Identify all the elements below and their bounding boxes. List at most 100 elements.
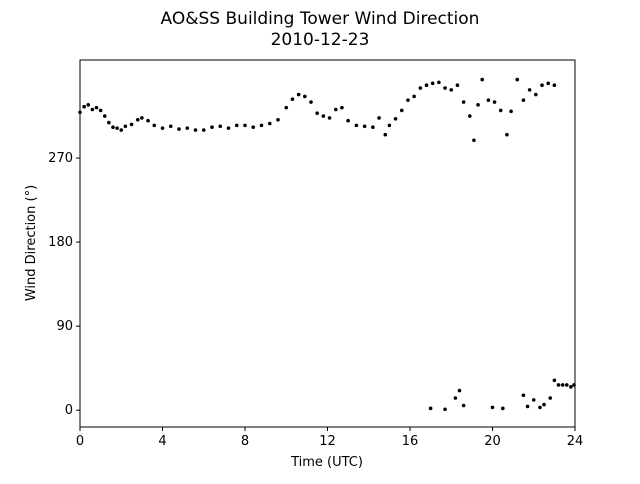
data-point bbox=[461, 403, 466, 408]
data-point bbox=[534, 92, 538, 97]
x-tick-label: 24 bbox=[567, 434, 584, 449]
data-point bbox=[455, 83, 460, 88]
x-tick-label: 16 bbox=[402, 434, 419, 449]
data-point bbox=[486, 98, 491, 102]
y-tick-label: 270 bbox=[48, 151, 73, 166]
data-point bbox=[552, 378, 557, 383]
data-point bbox=[437, 80, 441, 85]
data-point bbox=[531, 398, 536, 402]
data-point bbox=[354, 123, 359, 128]
data-point bbox=[218, 124, 223, 129]
x-axis-label: Time (UTC) bbox=[290, 455, 363, 470]
data-point bbox=[267, 121, 272, 126]
data-point bbox=[492, 100, 497, 104]
data-point bbox=[449, 88, 454, 92]
data-point bbox=[90, 107, 95, 112]
data-point bbox=[321, 114, 326, 118]
data-point bbox=[234, 123, 239, 128]
data-point bbox=[123, 124, 128, 129]
chart-title: AO&SS Building Tower Wind Direction bbox=[161, 9, 480, 29]
x-tick-label: 8 bbox=[241, 434, 249, 449]
data-point bbox=[160, 126, 165, 130]
data-point bbox=[377, 116, 381, 120]
data-point bbox=[129, 122, 134, 127]
data-point bbox=[509, 109, 513, 114]
data-point bbox=[303, 94, 307, 99]
data-point bbox=[251, 125, 256, 130]
data-point bbox=[201, 128, 206, 132]
data-point bbox=[226, 126, 231, 130]
data-point bbox=[168, 124, 173, 129]
data-point bbox=[424, 83, 429, 88]
data-point bbox=[412, 94, 416, 99]
data-point bbox=[457, 388, 462, 393]
data-point bbox=[333, 107, 338, 112]
data-point bbox=[525, 404, 530, 409]
data-point bbox=[346, 118, 350, 123]
x-tick-label: 20 bbox=[484, 434, 501, 449]
y-axis-label: Wind Direction (°) bbox=[24, 185, 39, 301]
data-point bbox=[569, 385, 573, 389]
data-point bbox=[556, 383, 561, 387]
x-tick-label: 4 bbox=[158, 434, 166, 449]
data-point bbox=[564, 383, 569, 387]
data-point bbox=[399, 108, 404, 113]
data-point bbox=[177, 127, 181, 131]
data-point bbox=[476, 103, 480, 107]
y-tick-label: 90 bbox=[56, 319, 73, 334]
data-point bbox=[546, 81, 550, 86]
data-point bbox=[540, 83, 544, 88]
data-point bbox=[548, 396, 553, 400]
data-point bbox=[498, 108, 503, 113]
data-point bbox=[472, 138, 476, 143]
data-point bbox=[430, 81, 435, 86]
data-point bbox=[393, 117, 398, 121]
data-point bbox=[468, 114, 472, 118]
data-point bbox=[119, 128, 124, 132]
data-point bbox=[521, 393, 526, 398]
data-point bbox=[243, 123, 247, 128]
data-point bbox=[527, 88, 532, 92]
data-point bbox=[371, 125, 375, 130]
data-point bbox=[501, 406, 505, 411]
data-point bbox=[406, 98, 410, 102]
data-point bbox=[290, 97, 295, 102]
data-point bbox=[383, 132, 388, 137]
data-point bbox=[490, 405, 495, 410]
data-point bbox=[210, 125, 214, 130]
data-point bbox=[98, 108, 103, 113]
data-point bbox=[515, 77, 520, 82]
data-point bbox=[552, 83, 557, 88]
data-point bbox=[387, 123, 392, 128]
data-point bbox=[185, 126, 190, 130]
data-point bbox=[193, 128, 198, 132]
data-point bbox=[276, 117, 280, 122]
data-point bbox=[560, 383, 565, 387]
data-point bbox=[309, 100, 313, 104]
data-point bbox=[115, 126, 119, 130]
data-point bbox=[86, 103, 91, 107]
data-point bbox=[521, 98, 526, 102]
data-point bbox=[443, 407, 447, 412]
data-point bbox=[135, 117, 140, 122]
x-tick-label: 12 bbox=[319, 434, 336, 449]
data-point bbox=[505, 132, 509, 137]
chart-subtitle: 2010-12-23 bbox=[271, 30, 370, 50]
data-point bbox=[453, 396, 458, 400]
data-point bbox=[480, 77, 484, 82]
y-tick-label: 0 bbox=[65, 403, 73, 418]
y-tick-label: 180 bbox=[48, 235, 73, 250]
data-point bbox=[259, 123, 264, 128]
data-point bbox=[428, 406, 433, 411]
data-point bbox=[111, 125, 115, 130]
data-point bbox=[107, 120, 111, 125]
data-point bbox=[461, 100, 466, 104]
data-point bbox=[284, 105, 289, 110]
data-point bbox=[140, 116, 144, 120]
data-point bbox=[362, 124, 367, 129]
data-point bbox=[340, 105, 344, 110]
data-point bbox=[152, 123, 157, 128]
data-point bbox=[542, 402, 546, 407]
data-point bbox=[538, 405, 542, 410]
